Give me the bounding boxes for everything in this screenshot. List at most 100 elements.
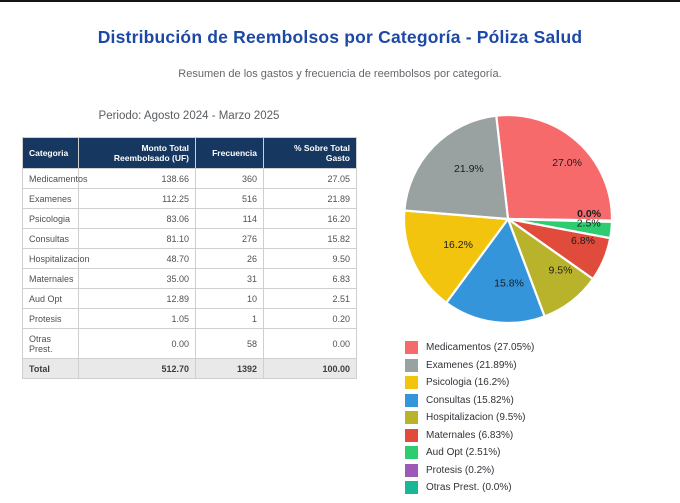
- cell-3: 6.83: [263, 268, 357, 289]
- cell-1: 35.00: [78, 268, 196, 289]
- legend-label: Consultas (15.82%): [426, 394, 514, 406]
- cell-1: 12.89: [78, 288, 196, 309]
- legend-label: Examenes (21.89%): [426, 359, 517, 371]
- legend-swatch-icon: [405, 341, 418, 354]
- cell-3: 100.00: [263, 358, 357, 379]
- reimbursement-table: Categoria Monto Total Reembolsado (UF) Fre…: [22, 137, 357, 379]
- legend-label: Medicamentos (27.05%): [426, 342, 535, 353]
- cell-3: 9.50: [263, 248, 357, 269]
- legend-item-protesis: Protesis (0.2%): [405, 463, 534, 477]
- pie-slice-examenes: [403, 114, 510, 221]
- column-header-2: Frecuencia: [195, 137, 264, 169]
- pie-slice-psicologia: [402, 209, 510, 304]
- legend-label: Maternales (6.83%): [426, 429, 514, 441]
- cell-2: 516: [195, 188, 264, 209]
- page-title: Distribución de Reembolsos por Categoría…: [97, 27, 583, 47]
- legend-swatch-icon: [405, 463, 418, 477]
- cell-3: 0.00: [263, 328, 357, 359]
- cell-0: Maternales: [22, 268, 79, 289]
- pie-percentage-label: 27.0%: [552, 157, 582, 169]
- cell-2: 1392: [195, 358, 264, 379]
- table-row: Otras Prest. 0.00 58 0.00: [22, 328, 357, 359]
- legend-swatch-icon: [405, 481, 418, 494]
- period-label: Periodo: Agosto 2024 - Marzo 2025: [98, 110, 280, 122]
- legend-item-hospitalizacion: Hospitalizacion (9.5%): [405, 411, 534, 424]
- cell-1: 138.66: [78, 168, 196, 189]
- legend-swatch-icon: [405, 411, 418, 424]
- legend-swatch-icon: [405, 376, 418, 389]
- cell-3: 21.89: [263, 188, 357, 209]
- table-header-row: Categoria Monto Total Reembolsado (UF) Fre…: [22, 137, 357, 169]
- legend-label: Hospitalizacion (9.5%): [426, 412, 526, 423]
- legend-item-psicologia: Psicologia (16.2%): [405, 376, 534, 389]
- cell-2: 1: [195, 308, 264, 329]
- legend-label: Aud Opt (2.51%): [426, 447, 501, 458]
- cell-3: 2.51: [263, 288, 357, 309]
- cell-1: 0.00: [78, 328, 196, 359]
- legend-label: Otras Prest. (0.0%): [426, 482, 512, 493]
- cell-1: 1.05: [78, 308, 196, 329]
- cell-0: Hospitalizacion: [22, 248, 90, 269]
- pie-percentage-label: 9.5%: [549, 264, 573, 276]
- legend-item-otras-prest: Otras Prest. (0.0%): [405, 481, 534, 494]
- cell-3: 27.05: [263, 168, 357, 189]
- cell-2: 10: [195, 288, 264, 309]
- pie-chart-svg: 27.0% 0.0%2.5% 6.8% 9.5% 15.8% 16.2% 21.9%: [402, 113, 614, 325]
- pie-percentage-label: 0.0%: [577, 208, 602, 220]
- legend-swatch-icon: [405, 446, 418, 459]
- cell-2: 114: [195, 208, 264, 229]
- column-header-3: % Sobre Total Gasto: [263, 137, 357, 169]
- chart-legend: Medicamentos (27.05%) Examenes (21.89%) Ps…: [405, 341, 534, 499]
- cell-0: Examenes: [22, 188, 79, 209]
- cell-1: 512.70: [78, 358, 196, 379]
- cell-1: 112.25: [78, 188, 196, 209]
- cell-0: Psicologia: [22, 208, 79, 229]
- pie-percentage-label: 21.9%: [454, 163, 484, 175]
- cell-2: 360: [195, 168, 264, 189]
- page-subtitle: Resumen de los gastos y frecuencia de re…: [178, 68, 502, 80]
- cell-3: 15.82: [263, 228, 357, 249]
- pie-percentage-label: 16.2%: [443, 239, 473, 251]
- pie-percentage-label: 2.5%: [577, 217, 601, 229]
- table-row: Hospitalizacion 48.70 26 9.50: [22, 248, 357, 269]
- table-row: Medicamentos 138.66 360 27.05: [22, 168, 357, 189]
- pie-percentage-label: 15.8%: [494, 278, 524, 290]
- cell-1: 81.10: [78, 228, 196, 249]
- cell-0: Consultas: [22, 228, 79, 249]
- pie-slice-consultas: [445, 217, 546, 325]
- legend-item-examenes: Examenes (21.89%): [405, 358, 534, 372]
- table-row: Protesis 1.05 1 0.20: [22, 308, 357, 329]
- table-row: Aud Opt 12.89 10 2.51: [22, 288, 357, 309]
- cell-2: 31: [195, 268, 264, 289]
- legend-swatch-icon: [405, 393, 418, 407]
- cell-3: 16.20: [263, 208, 357, 229]
- legend-item-consultas: Consultas (15.82%): [405, 393, 534, 407]
- cell-2: 26: [195, 248, 264, 269]
- column-header-0: Categoria: [22, 137, 79, 169]
- table-row: Consultas 81.10 276 15.82: [22, 228, 357, 249]
- legend-item-maternales: Maternales (6.83%): [405, 428, 534, 442]
- legend-item-aud-opt: Aud Opt (2.51%): [405, 446, 534, 459]
- cell-0: Medicamentos: [22, 168, 88, 189]
- pie-percentage-label: 6.8%: [571, 235, 595, 247]
- cell-0: Otras Prest.: [22, 328, 79, 359]
- pie-chart: 27.0% 0.0% 2.5% 6.8% 9.5% 15.8% 16.2% 21.9%: [398, 109, 618, 329]
- column-header-1: Monto Total Reembolsado (UF): [78, 137, 196, 169]
- legend-label: Psicologia (16.2%): [426, 377, 510, 388]
- cell-1: 83.06: [78, 208, 196, 229]
- cell-0: Total: [22, 358, 79, 379]
- legend-swatch-icon: [405, 358, 418, 372]
- cell-0: Protesis: [22, 308, 79, 329]
- cell-0: Aud Opt: [22, 288, 79, 309]
- cell-2: 58: [195, 328, 264, 359]
- table-row: Maternales 35.00 31 6.83: [22, 268, 357, 289]
- pie-slice-medicamentos: [495, 113, 614, 222]
- legend-item-medicamentos: Medicamentos (27.05%): [405, 341, 534, 354]
- table-total-row: Total 512.70 1392 100.00: [22, 358, 357, 379]
- table-row: Examenes 112.25 516 21.89: [22, 188, 357, 209]
- cell-3: 0.20: [263, 308, 357, 329]
- cell-1: 48.70: [78, 248, 196, 269]
- legend-label: Protesis (0.2%): [426, 464, 495, 476]
- legend-swatch-icon: [405, 428, 418, 442]
